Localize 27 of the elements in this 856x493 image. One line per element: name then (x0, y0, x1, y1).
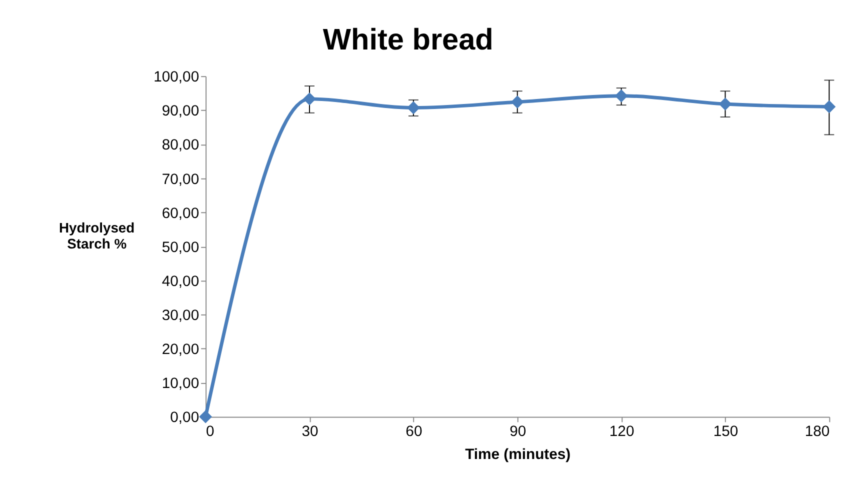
y-tick-label: 60,00 (162, 206, 200, 222)
x-tick-label: 120 (609, 424, 634, 440)
y-tick-label: 100,00 (154, 70, 200, 86)
point (718, 98, 732, 111)
y-tick-label: 0,00 (170, 410, 200, 426)
x-axis-title: Time (minutes) (465, 446, 571, 463)
chart-title: White bread (322, 23, 494, 56)
y-tick-label: 70,00 (162, 172, 200, 188)
y-tick-label: 80,00 (162, 138, 200, 154)
point (199, 410, 212, 424)
x-tick-label: 150 (713, 424, 738, 440)
y-axis-title: Hydrolysed Starch % (58, 220, 135, 252)
point (822, 100, 836, 114)
point (303, 92, 316, 106)
y-tick-label: 20,00 (162, 342, 200, 358)
x-tick-label: 0 (206, 424, 214, 440)
x-tick-label: 30 (302, 424, 318, 440)
x-tick-label: 90 (510, 424, 526, 440)
y-tick-label: 30,00 (162, 308, 200, 324)
x-tick-label: 180 (804, 424, 830, 440)
point (510, 96, 524, 108)
y-tick-label: 50,00 (162, 240, 200, 256)
y-tick-label: 40,00 (162, 274, 200, 290)
x-tick-label: 60 (406, 424, 422, 440)
point (614, 89, 628, 102)
y-tick-label: 90,00 (162, 104, 200, 120)
y-tick-label: 10,00 (162, 376, 200, 392)
